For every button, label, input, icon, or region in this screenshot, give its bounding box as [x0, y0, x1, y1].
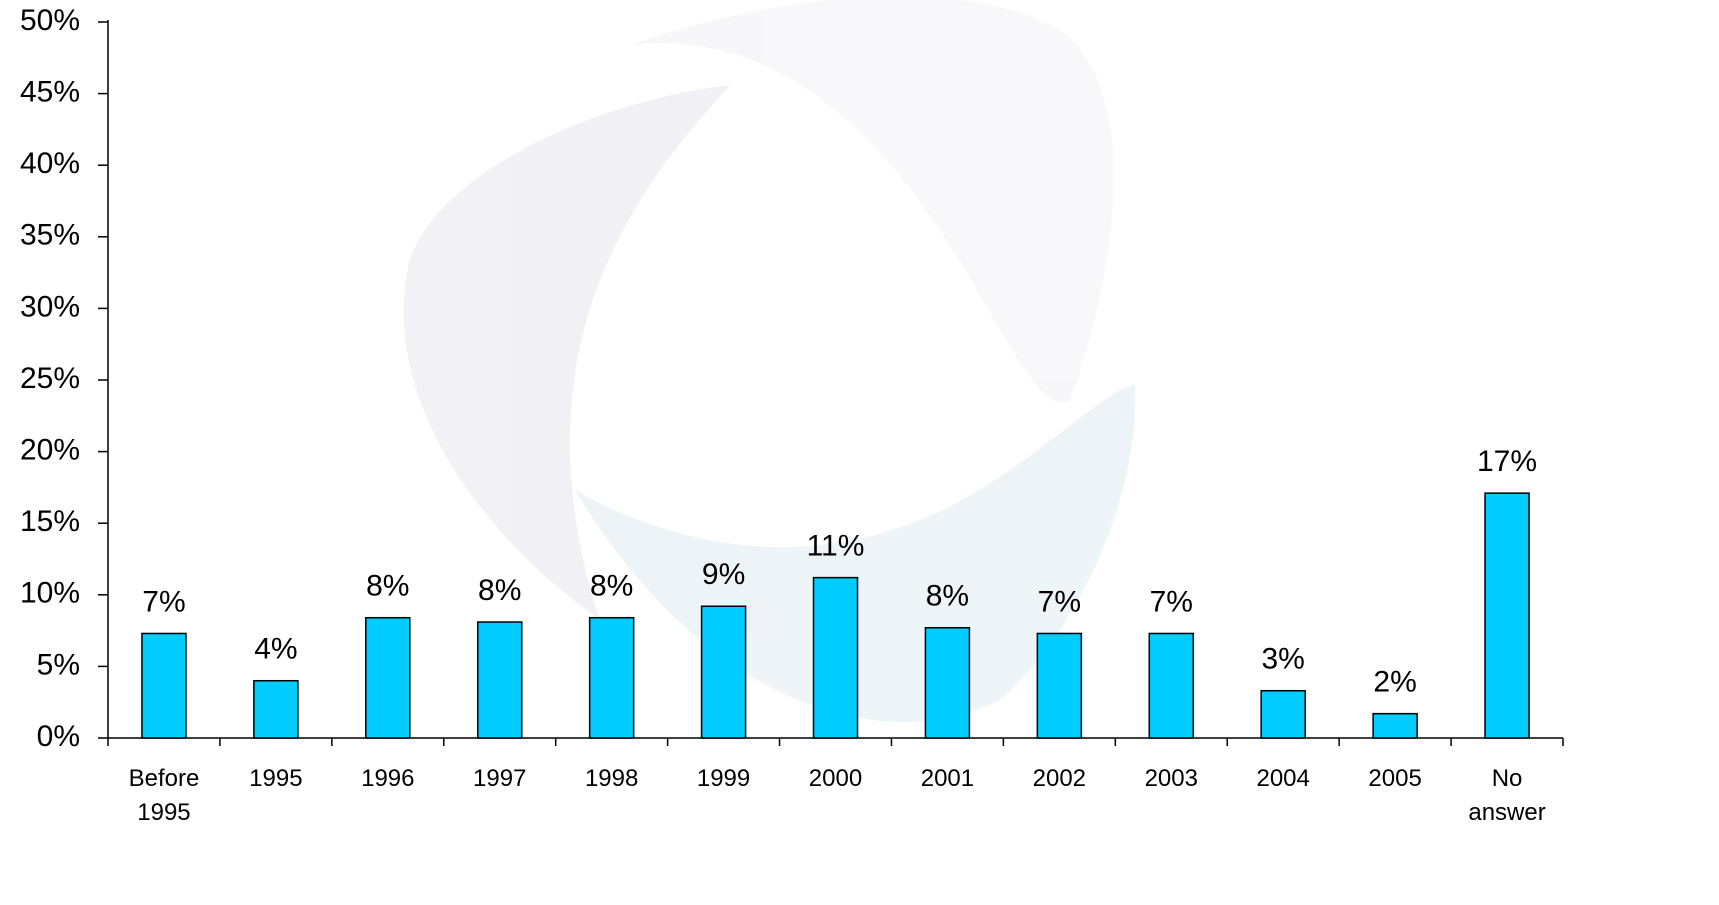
page: 0% 5% 10% 15% 20% 25% 30% 35% 40% 45% 50% 7% 4% 8% 8% 8…	[0, 0, 1719, 905]
x-tick-label: 2001	[901, 762, 993, 796]
x-tick-label: 1995	[230, 762, 322, 796]
bar	[254, 681, 298, 738]
x-tick-label: 1997	[454, 762, 546, 796]
y-tick-label: 35%	[20, 219, 80, 252]
value-label: 4%	[254, 633, 297, 666]
y-tick-label: 25%	[20, 362, 80, 395]
x-tick-label: Before 1995	[118, 762, 210, 830]
bar	[590, 618, 634, 738]
y-tick-label: 10%	[20, 577, 80, 610]
x-tick-label: 2003	[1125, 762, 1217, 796]
y-tick-label: 50%	[20, 4, 80, 37]
y-tick-label: 20%	[20, 434, 80, 467]
bar	[366, 618, 410, 738]
bar	[702, 606, 746, 738]
bar	[814, 578, 858, 738]
value-label: 7%	[142, 585, 185, 618]
x-tick-label: 2004	[1237, 762, 1329, 796]
value-label: 8%	[926, 580, 969, 613]
bar	[1261, 691, 1305, 738]
value-label: 2%	[1373, 666, 1416, 699]
y-tick-label: 40%	[20, 147, 80, 180]
bar	[478, 622, 522, 738]
y-tick-label: 30%	[20, 290, 80, 323]
value-label: 9%	[702, 558, 745, 591]
x-tick-label: 1998	[566, 762, 658, 796]
value-label: 8%	[478, 574, 521, 607]
bar	[1485, 493, 1529, 738]
y-tick-label: 45%	[20, 76, 80, 109]
value-label: 8%	[590, 570, 633, 603]
value-label: 3%	[1262, 643, 1305, 676]
bar	[142, 633, 186, 738]
x-tick-label: 2000	[790, 762, 882, 796]
y-tick-label: 0%	[37, 720, 80, 753]
bar	[1037, 633, 1081, 738]
value-label: 8%	[366, 570, 409, 603]
value-label: 11%	[807, 530, 865, 563]
bar	[1149, 633, 1193, 738]
x-tick-label: 2002	[1013, 762, 1105, 796]
x-tick-label: 1999	[678, 762, 770, 796]
y-tick-label: 5%	[37, 648, 80, 681]
value-label: 7%	[1038, 585, 1081, 618]
x-tick-label: 2005	[1349, 762, 1441, 796]
value-label: 7%	[1150, 585, 1193, 618]
x-tick-label: No answer	[1461, 762, 1553, 830]
x-tick-label: 1996	[342, 762, 434, 796]
bar	[925, 628, 969, 738]
y-tick-label: 15%	[20, 505, 80, 538]
watermark	[404, 0, 1136, 722]
value-label: 17%	[1477, 445, 1537, 478]
bar	[1373, 714, 1417, 738]
